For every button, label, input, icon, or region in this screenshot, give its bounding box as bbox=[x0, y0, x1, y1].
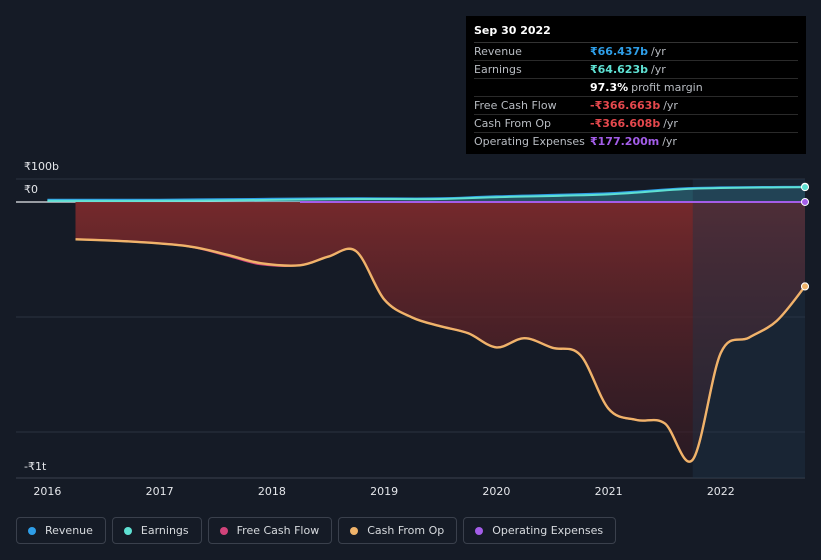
y-tick-top: ₹100b bbox=[24, 160, 59, 173]
tooltip-value: ₹177.200m bbox=[590, 135, 660, 148]
cash-from-op-line bbox=[75, 238, 806, 463]
operating-expenses-endpoint bbox=[801, 197, 809, 206]
tooltip-row-cash-from-op: Cash From Op -₹366.608b /yr bbox=[474, 115, 798, 133]
x-tick-label: 2018 bbox=[258, 485, 286, 498]
tooltip-label: Revenue bbox=[474, 45, 522, 58]
tooltip-value: ₹64.623b bbox=[590, 63, 648, 76]
legend-item-operating-expenses[interactable]: Operating Expenses bbox=[463, 517, 617, 544]
endpoint-markers bbox=[801, 182, 809, 291]
tooltip-date: Sep 30 2022 bbox=[474, 24, 798, 43]
tooltip-row-earnings: Earnings ₹64.623b /yr bbox=[474, 61, 798, 79]
tooltip-value: ₹66.437b bbox=[590, 45, 648, 58]
tooltip-label: Cash From Op bbox=[474, 117, 552, 130]
tooltip-value: -₹366.663b bbox=[590, 99, 661, 112]
legend-item-free-cash-flow[interactable]: Free Cash Flow bbox=[207, 517, 333, 544]
legend-item-cash-from-op[interactable]: Cash From Op bbox=[338, 517, 458, 544]
x-tick-label: 2017 bbox=[146, 485, 174, 498]
tooltip-unit: /yr bbox=[650, 45, 666, 58]
tooltip-panel: Sep 30 2022 Revenue ₹66.437b /yr Earning… bbox=[466, 16, 806, 154]
tooltip-row-revenue: Revenue ₹66.437b /yr bbox=[474, 43, 798, 61]
tooltip-label bbox=[474, 79, 590, 96]
legend-label: Operating Expenses bbox=[492, 524, 604, 537]
earnings-area bbox=[47, 187, 805, 202]
x-tick-label: 2021 bbox=[595, 485, 623, 498]
tooltip-label: Earnings bbox=[474, 63, 522, 76]
chart-area: ₹100b ₹0 -₹1t 2016 2017 2018 2019 2020 2021 20… bbox=[16, 160, 809, 498]
tooltip-unit: profit margin bbox=[631, 81, 703, 94]
legend-item-earnings[interactable]: Earnings bbox=[111, 517, 202, 544]
tooltip-label: Operating Expenses bbox=[474, 135, 585, 148]
tooltip-label: Free Cash Flow bbox=[474, 99, 557, 112]
tooltip-unit: /yr bbox=[662, 135, 677, 148]
x-axis-ticks: 2016 2017 2018 2019 2020 2021 2022 bbox=[33, 485, 734, 498]
legend-item-revenue[interactable]: Revenue bbox=[16, 517, 106, 544]
legend-dot-icon bbox=[350, 526, 359, 535]
tooltip-row-free-cash-flow: Free Cash Flow -₹366.663b /yr bbox=[474, 97, 798, 115]
x-tick-label: 2022 bbox=[707, 485, 735, 498]
tooltip-unit: /yr bbox=[663, 117, 678, 130]
x-tick-label: 2020 bbox=[482, 485, 510, 498]
cash-from-op-endpoint bbox=[801, 282, 809, 291]
legend-dot-icon bbox=[219, 526, 228, 535]
earnings-endpoint bbox=[801, 183, 809, 192]
tooltip-unit: /yr bbox=[650, 63, 666, 76]
recent-period-highlight bbox=[692, 179, 805, 478]
tooltip-unit: /yr bbox=[663, 99, 678, 112]
legend-dot-icon bbox=[475, 526, 484, 535]
x-tick-label: 2019 bbox=[370, 485, 398, 498]
legend-label: Revenue bbox=[45, 524, 93, 537]
legend-label: Cash From Op bbox=[367, 524, 445, 537]
tooltip-row-operating-expenses: Operating Expenses ₹177.200m /yr bbox=[474, 133, 798, 150]
legend: Revenue Earnings Free Cash Flow Cash Fro… bbox=[16, 517, 617, 544]
free-cash-flow-area bbox=[75, 202, 805, 462]
y-tick-zero: ₹0 bbox=[24, 183, 38, 196]
tooltip-row-profit-margin: 97.3% profit margin bbox=[474, 79, 798, 97]
earnings-line bbox=[47, 186, 806, 202]
tooltip-value: 97.3% bbox=[590, 81, 629, 94]
series-fills bbox=[47, 186, 805, 462]
legend-dot-icon bbox=[123, 526, 132, 535]
legend-label: Free Cash Flow bbox=[236, 524, 320, 537]
y-tick-bottom: -₹1t bbox=[24, 460, 47, 473]
revenue-area bbox=[47, 186, 805, 202]
tooltip-value: -₹366.608b bbox=[590, 117, 661, 130]
legend-dot-icon bbox=[28, 526, 36, 535]
x-tick-label: 2016 bbox=[33, 485, 61, 498]
series-lines bbox=[47, 185, 806, 463]
legend-label: Earnings bbox=[140, 524, 189, 537]
